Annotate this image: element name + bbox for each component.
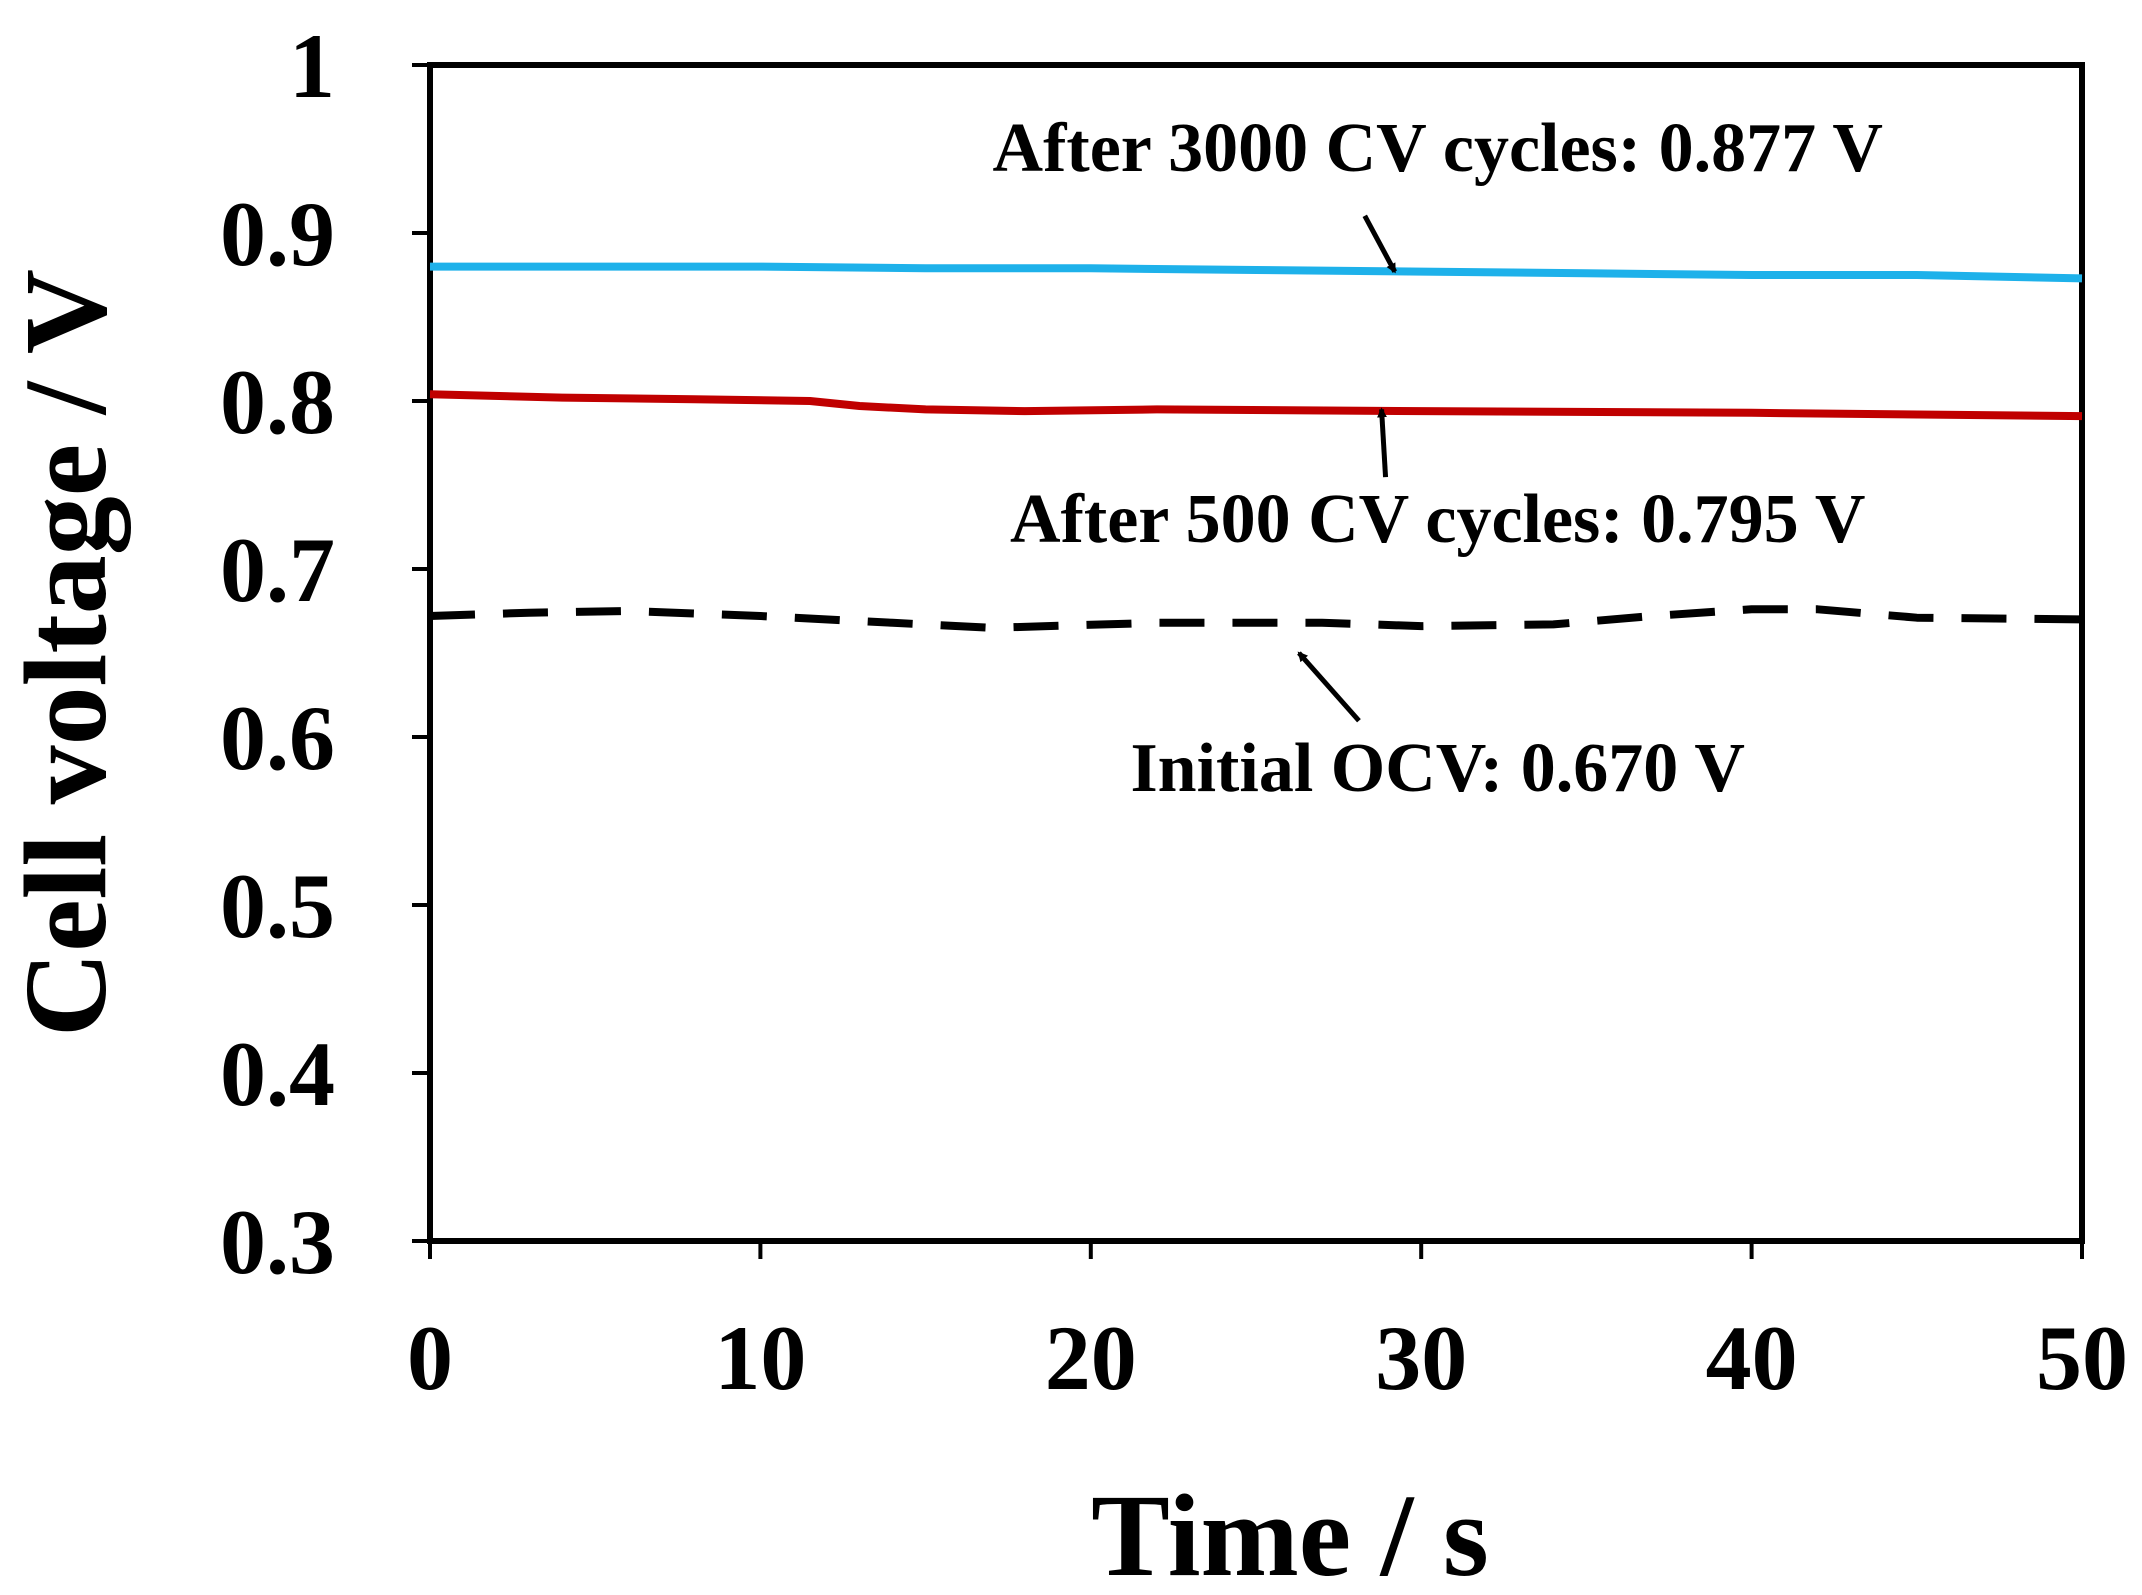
x-tick-label: 40 bbox=[1706, 1307, 1798, 1409]
x-axis: 0 10 20 30 40 50 bbox=[407, 1241, 2128, 1409]
y-tick-label: 0.6 bbox=[220, 687, 335, 789]
annotation-arrow bbox=[1362, 214, 1397, 274]
y-axis: 0.3 0.4 0.5 0.6 0.7 0.8 0.9 1 bbox=[220, 15, 430, 1293]
plot-area bbox=[427, 62, 2085, 1244]
x-tick-label: 20 bbox=[1045, 1307, 1137, 1409]
annotation-label: Initial OCV: 0.670 V bbox=[1130, 730, 1745, 807]
annotation-label: After 3000 CV cycles: 0.877 V bbox=[993, 110, 1883, 187]
x-axis-title: Time / s bbox=[1091, 1470, 1489, 1595]
annotation-arrow bbox=[1377, 407, 1389, 478]
y-tick-label: 0.7 bbox=[220, 519, 335, 621]
x-tick-label: 0 bbox=[407, 1307, 453, 1409]
y-tick-label: 0.8 bbox=[220, 351, 335, 453]
annotations: After 3000 CV cycles: 0.877 V After 500 C… bbox=[993, 110, 1883, 807]
x-tick-label: 30 bbox=[1375, 1307, 1467, 1409]
x-tick-label: 10 bbox=[714, 1307, 806, 1409]
annotation-arrow bbox=[1297, 651, 1361, 723]
series-line-2 bbox=[429, 390, 2083, 421]
series-line-1 bbox=[430, 262, 2083, 283]
y-tick-label: 0.9 bbox=[220, 183, 335, 285]
y-tick-label: 0.4 bbox=[220, 1023, 335, 1125]
series-line-3 bbox=[429, 605, 2083, 632]
x-tick-label: 50 bbox=[2036, 1307, 2128, 1409]
series-layer bbox=[429, 262, 2083, 632]
y-axis-title: Cell voltage / V bbox=[0, 269, 131, 1037]
annotation-label: After 500 CV cycles: 0.795 V bbox=[1010, 481, 1865, 558]
y-tick-label: 0.3 bbox=[220, 1191, 335, 1293]
y-tick-label: 1 bbox=[289, 15, 335, 117]
y-tick-label: 0.5 bbox=[220, 855, 335, 957]
